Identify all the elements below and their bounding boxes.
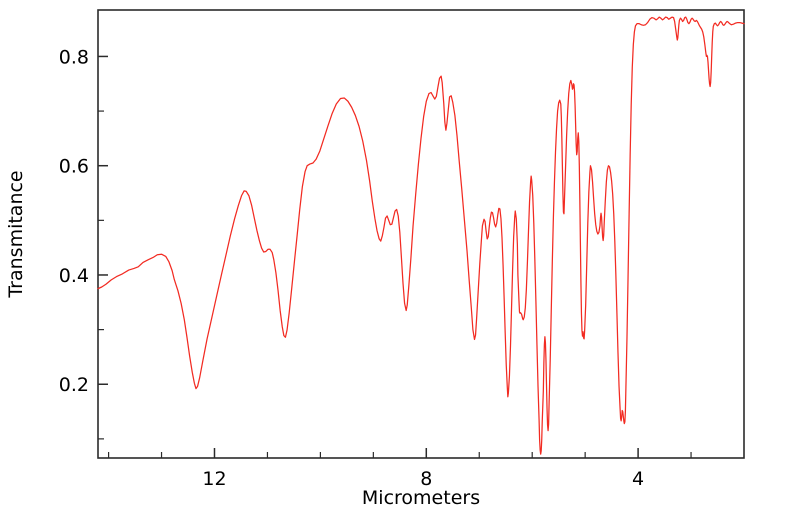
x-tick-label: 8: [420, 468, 432, 490]
y-tick-label: 0.2: [59, 374, 89, 396]
x-axis-tick-labels: 12 8 4: [202, 468, 644, 490]
x-axis-ticks: [107, 448, 692, 458]
x-tick-label: 12: [202, 468, 226, 490]
spectrum-line: [97, 16, 745, 455]
y-tick-label: 0.8: [59, 46, 89, 68]
y-tick-label: 0.6: [59, 156, 89, 178]
y-axis-ticks: [98, 55, 108, 440]
data-series-group: [97, 16, 745, 455]
plot-frame: [97, 9, 745, 459]
x-tick-label: 4: [632, 468, 644, 490]
y-axis-tick-labels: 0.2 0.4 0.6 0.8: [59, 46, 89, 396]
x-axis-title: Micrometers: [362, 487, 480, 509]
y-tick-label: 0.4: [59, 265, 89, 287]
y-axis-title: Transmitance: [5, 170, 27, 298]
